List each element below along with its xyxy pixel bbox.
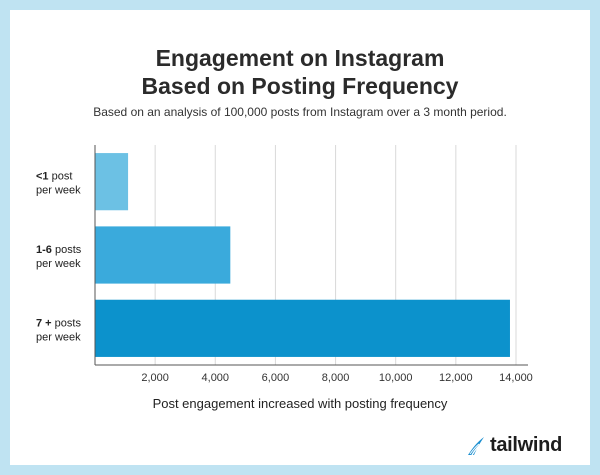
x-tick-label-0: 2,000 (141, 372, 169, 384)
x-tick-label-4: 10,000 (379, 372, 413, 384)
chart-card: Engagement on Instagram Based on Posting… (10, 10, 590, 465)
x-tick-label-5: 12,000 (439, 372, 473, 384)
x-tick-label-1: 4,000 (202, 372, 230, 384)
chart-title: Engagement on Instagram Based on Posting… (10, 44, 590, 100)
category-label-0: <1 post (36, 171, 72, 183)
title-line-1: Engagement on Instagram (155, 45, 445, 71)
category-label-line2-1: per week (36, 258, 81, 270)
bar-0 (95, 153, 129, 211)
tailwind-feather-icon (467, 436, 484, 455)
x-tick-label-2: 6,000 (262, 372, 290, 384)
chart-subtitle: Based on an analysis of 100,000 posts fr… (93, 105, 507, 119)
bar-chart: <1 post per week 1-6 posts per week 7 + post… (36, 145, 533, 384)
category-label-line2-2: per week (36, 331, 81, 343)
x-axis-label: Post engagement increased with posting f… (152, 396, 448, 411)
bar-2 (95, 299, 510, 357)
title-line-2: Based on Posting Frequency (141, 73, 459, 99)
category-label-2: 7 + posts (36, 317, 81, 329)
tailwind-logo: tailwind (466, 434, 562, 457)
x-tick-label-3: 8,000 (322, 372, 350, 384)
x-tick-label-6: 14,000 (499, 372, 533, 384)
category-label-1: 1-6 posts (36, 244, 82, 256)
tailwind-logo-text: tailwind (489, 434, 562, 456)
bar-1 (95, 226, 231, 284)
category-label-line2-0: per week (36, 185, 81, 197)
